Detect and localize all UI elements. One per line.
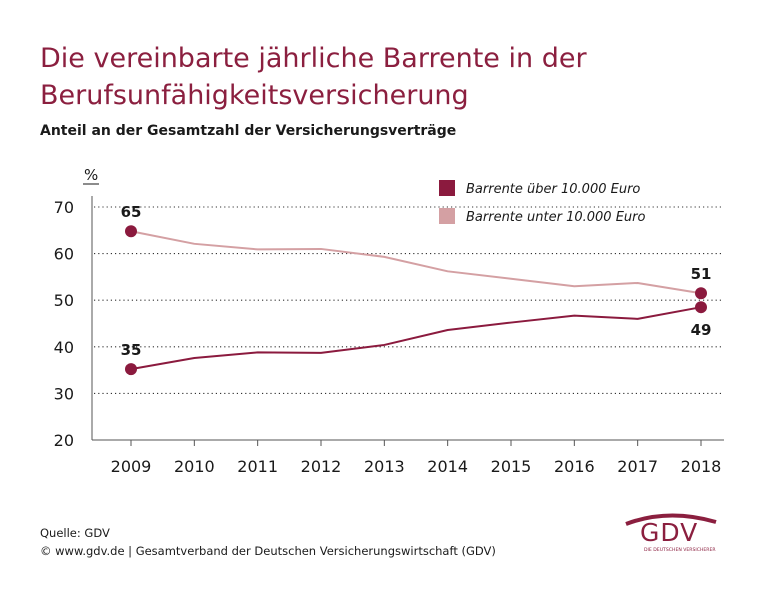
series-1-marker <box>125 225 137 238</box>
series-layer <box>125 225 707 376</box>
data-label: 35 <box>121 341 142 359</box>
data-label: 65 <box>121 203 142 221</box>
y-tick-label: 40 <box>54 338 74 357</box>
chart-title-line-1: Die vereinbarte jährliche Barrente in de… <box>40 43 587 74</box>
legend-label-0: Barrente über 10.000 Euro <box>466 182 640 197</box>
series-1-marker <box>695 287 707 300</box>
logo-swoosh <box>625 513 717 526</box>
y-axis-label: % <box>84 166 98 184</box>
footer: Quelle: GDV © www.gdv.de | Gesamtverband… <box>40 524 496 560</box>
legend-swatch-0 <box>439 180 455 196</box>
legend: Barrente über 10.000 Euro Barrente unter … <box>439 180 646 225</box>
data-label: 51 <box>691 265 712 283</box>
x-tick-label: 2013 <box>364 457 405 476</box>
x-tick-label: 2016 <box>554 457 595 476</box>
chart-title-line-2: Berufsunfähigkeitsversicherung <box>40 80 469 111</box>
grid-layer <box>94 206 724 394</box>
x-tick-label: 2009 <box>111 457 152 476</box>
y-tick-label: 50 <box>54 291 74 310</box>
x-tick-label: 2014 <box>427 457 468 476</box>
x-tick-label: 2015 <box>491 457 532 476</box>
x-tick-label: 2011 <box>237 457 278 476</box>
x-tick-label: 2010 <box>174 457 215 476</box>
axis-layer: 20 30 40 50 60 70% 2009 2010 2011 2012 2013 2014 201… <box>54 166 724 476</box>
series-0-marker <box>125 363 137 376</box>
gdv-logo: GDV DIE DEUTSCHEN VERSICHERER <box>618 510 728 556</box>
logo-tagline: DIE DEUTSCHEN VERSICHERER <box>644 548 716 553</box>
logo-text: GDV <box>640 518 699 547</box>
y-tick-label: 20 <box>54 431 74 450</box>
legend-swatch-1 <box>439 208 455 224</box>
y-tick-label: 30 <box>54 384 74 403</box>
x-tick-label: 2012 <box>301 457 342 476</box>
y-tick-label: 60 <box>54 245 74 264</box>
copyright-text: © www.gdv.de | Gesamtverband der Deutsch… <box>40 544 496 558</box>
chart-title: Die vereinbarte jährliche Barrente in de… <box>40 40 740 114</box>
source-text: Quelle: GDV <box>40 526 110 540</box>
annotation-layer: 35 65 51 49 <box>121 203 712 359</box>
series-0-marker <box>695 301 707 314</box>
legend-label-1: Barrente unter 10.000 Euro <box>466 210 646 225</box>
series-line-0 <box>130 306 702 371</box>
series-line-1 <box>130 230 702 295</box>
y-tick-label: 70 <box>54 198 74 217</box>
chart-subtitle: Anteil an der Gesamtzahl der Versicherun… <box>40 123 457 139</box>
data-label: 49 <box>691 321 712 339</box>
x-tick-label: 2017 <box>617 457 658 476</box>
x-tick-label: 2018 <box>681 457 722 476</box>
